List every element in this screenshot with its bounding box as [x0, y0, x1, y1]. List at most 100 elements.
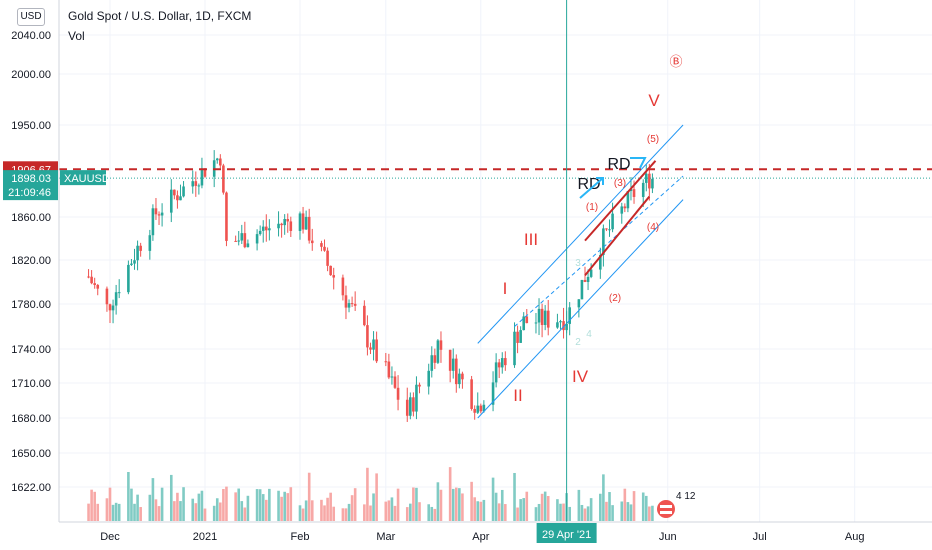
price-axis: 2040.00 2000.00 1950.00 1860.00 1820.00 1780.…	[0, 0, 60, 550]
volume-bar	[203, 508, 207, 521]
candle-body	[586, 276, 590, 282]
candle-body	[136, 245, 139, 261]
cursor-date-tag	[536, 523, 597, 543]
candle-body	[500, 358, 504, 368]
volume-bar	[173, 501, 176, 521]
volume-bar	[258, 489, 262, 521]
candle-body	[580, 279, 584, 300]
candle-body	[350, 303, 354, 305]
volume-bar	[234, 492, 237, 521]
volume-bar	[117, 503, 121, 521]
volume-bar	[157, 506, 161, 521]
volume-bar	[599, 493, 602, 521]
volume-bar	[286, 493, 290, 521]
volume-bar	[212, 505, 216, 521]
wave-I-label: I	[503, 279, 508, 298]
rd-label-1: RD	[577, 176, 600, 193]
volume-bar	[298, 505, 302, 521]
candle-body	[620, 206, 624, 214]
volume-bar	[608, 492, 611, 521]
volume-badge-label: 4 12	[676, 491, 696, 502]
candle-body	[513, 331, 516, 366]
candle-body	[516, 331, 519, 343]
candle-body	[390, 376, 394, 378]
volume-bar	[363, 504, 366, 521]
volume-bar	[500, 489, 504, 521]
candle-body	[182, 186, 185, 197]
volume-bar	[277, 490, 280, 521]
currency-button[interactable]: USD	[17, 8, 45, 26]
candle-body	[384, 361, 388, 363]
channel-mid	[514, 175, 684, 327]
minor-wave-3-label: 3	[575, 258, 581, 269]
wave-B-label: Ⓑ	[669, 54, 682, 69]
volume-bar	[427, 504, 431, 521]
candle-body	[200, 168, 204, 186]
candle-body	[307, 216, 311, 241]
volume-label: Vol	[68, 29, 85, 43]
cursor-date-label: 29 Apr '21	[542, 529, 591, 541]
candle-body	[353, 303, 357, 306]
candle-body	[114, 292, 118, 306]
volume-bar	[87, 503, 90, 521]
candle-body	[439, 340, 443, 350]
time-tick-label: Dec	[100, 531, 120, 543]
volume-bar	[246, 495, 250, 521]
volume-bar	[219, 502, 222, 521]
volume-bar	[648, 506, 651, 521]
candle-body	[277, 223, 280, 229]
symbol-label: XAUUSD	[64, 173, 110, 185]
candle-body	[375, 339, 378, 362]
candle-body	[255, 234, 259, 244]
candle-body	[347, 303, 351, 308]
volume-bar	[409, 503, 412, 521]
volume-bar	[344, 508, 348, 521]
volume-bar	[151, 478, 155, 521]
volume-bar	[200, 490, 204, 521]
price-axis-bg	[0, 0, 59, 550]
candle-body	[127, 264, 130, 293]
candle-body	[280, 223, 283, 226]
volume-bar	[182, 487, 185, 521]
volume-bar	[93, 491, 96, 521]
candle-body	[605, 228, 608, 230]
volume-bar	[522, 498, 526, 521]
candle-body	[310, 240, 314, 244]
candle-body	[111, 305, 115, 311]
candle-body	[641, 182, 645, 197]
volume-bar	[237, 488, 241, 521]
volume-bar	[632, 491, 636, 521]
price-tick-label: 1860.00	[11, 212, 51, 224]
channel-lower	[477, 199, 684, 419]
volume-bar	[133, 503, 136, 521]
volume-bar	[320, 499, 323, 521]
wave-IV-label: IV	[572, 367, 589, 386]
volume-bar	[347, 503, 351, 521]
candle-body	[160, 212, 164, 216]
candle-body	[329, 265, 332, 276]
rd-arrow-icon-1	[579, 177, 604, 199]
candle-body	[393, 376, 397, 388]
candle-body	[93, 283, 96, 285]
candle-body	[176, 195, 179, 201]
volume-bar	[160, 487, 164, 521]
volume-bar	[568, 506, 571, 521]
volume-bar	[90, 489, 93, 521]
volume-bar	[415, 487, 418, 521]
candles	[87, 150, 654, 422]
volume-bar	[458, 488, 461, 521]
candle-body	[537, 308, 541, 323]
candle-body	[562, 321, 565, 331]
candle-body	[237, 240, 241, 242]
candle-body	[599, 255, 602, 270]
volume-bar	[176, 492, 179, 521]
candle-body	[568, 307, 571, 324]
volume-bar	[641, 492, 645, 521]
volume-bar	[546, 496, 550, 521]
candle-body	[283, 218, 286, 226]
volume-bar	[264, 499, 268, 521]
candle-body	[323, 246, 326, 251]
volume-bar	[154, 499, 158, 521]
